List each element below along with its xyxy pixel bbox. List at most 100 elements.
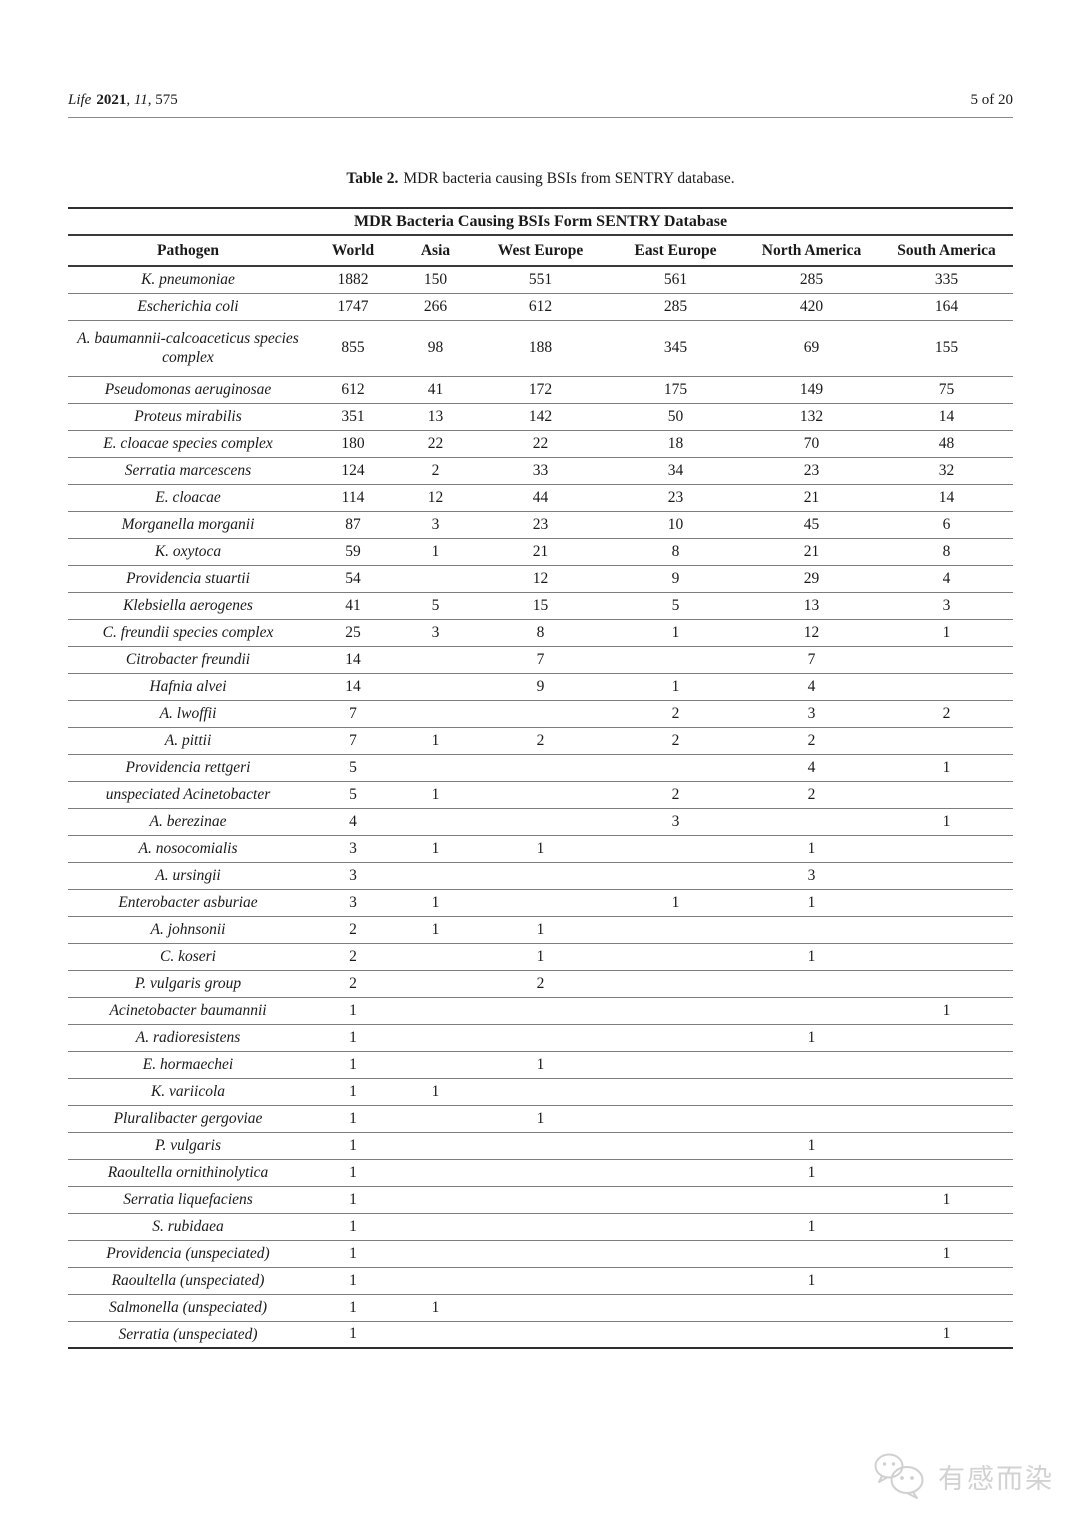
count-cell xyxy=(398,970,473,998)
count-cell xyxy=(743,1105,880,1133)
count-cell: 7 xyxy=(308,727,398,755)
count-cell xyxy=(473,754,608,782)
table-row: Morganella morganii 87 3 23 10 45 6 xyxy=(68,511,1014,539)
count-cell: 1 xyxy=(743,835,880,863)
table-row: A. pittii 7 1 2 2 2 xyxy=(68,727,1014,755)
count-cell xyxy=(608,1024,743,1052)
journal-sep: , xyxy=(147,92,156,108)
count-cell: 345 xyxy=(608,320,743,377)
count-cell xyxy=(473,1267,608,1295)
count-cell xyxy=(880,1132,1014,1160)
column-header-north-america: North America xyxy=(743,235,880,267)
count-cell: 3 xyxy=(743,862,880,890)
count-cell: 14 xyxy=(880,403,1014,431)
count-cell xyxy=(880,1294,1014,1322)
pathogen-cell: P. vulgaris xyxy=(68,1132,308,1160)
count-cell: 1 xyxy=(398,889,473,917)
column-header-row: Pathogen World Asia West Europe East Europe N… xyxy=(68,235,1014,267)
column-header-west-europe: West Europe xyxy=(473,235,608,267)
count-cell xyxy=(608,1294,743,1322)
header-rule xyxy=(68,117,1013,118)
count-cell xyxy=(880,1213,1014,1241)
count-cell: 1 xyxy=(743,1213,880,1241)
count-cell xyxy=(398,862,473,890)
count-cell: 1 xyxy=(608,889,743,917)
count-cell: 2 xyxy=(743,781,880,809)
count-cell: 132 xyxy=(743,403,880,431)
count-cell xyxy=(880,1159,1014,1187)
count-cell: 59 xyxy=(308,538,398,566)
table-row: Serratia (unspeciated) 1 1 xyxy=(68,1321,1013,1348)
pathogen-cell: E. cloacae species complex xyxy=(68,430,308,458)
count-cell xyxy=(473,808,608,836)
table-row: K. pneumoniae 1882 150 551 561 285 335 xyxy=(68,266,1014,294)
count-cell: 4 xyxy=(743,673,880,701)
count-cell: 1 xyxy=(308,1051,398,1079)
count-cell: 1 xyxy=(398,1078,473,1106)
count-cell: 21 xyxy=(473,538,608,566)
count-cell: 33 xyxy=(473,457,608,485)
count-cell: 2 xyxy=(398,457,473,485)
count-cell: 13 xyxy=(398,403,473,431)
count-cell xyxy=(880,1105,1014,1133)
count-cell: 21 xyxy=(743,538,880,566)
count-cell: 114 xyxy=(308,484,398,512)
pathogen-cell: A. nosocomialis xyxy=(68,835,308,863)
table-row: A. baumannii-calcoaceticus species compl… xyxy=(68,320,1014,377)
count-cell: 3 xyxy=(398,511,473,539)
count-cell: 1 xyxy=(398,727,473,755)
count-cell xyxy=(398,997,473,1025)
count-cell xyxy=(608,1213,743,1241)
count-cell: 3 xyxy=(308,862,398,890)
column-header-east-europe: East Europe xyxy=(608,235,743,267)
table-row: Enterobacter asburiae 3 1 1 1 xyxy=(68,889,1014,917)
count-cell: 3 xyxy=(743,700,880,728)
pathogen-cell: Serratia (unspeciated) xyxy=(118,1325,258,1343)
pathogen-cell: Hafnia alvei xyxy=(68,673,308,701)
count-cell: 285 xyxy=(743,266,880,294)
count-cell xyxy=(880,1024,1014,1052)
pathogen-cell: A. lwoffii xyxy=(68,700,308,728)
count-cell: 2 xyxy=(608,781,743,809)
count-cell: 98 xyxy=(398,320,473,377)
count-cell: 1 xyxy=(880,1240,1014,1268)
count-cell xyxy=(880,673,1014,701)
count-cell: 23 xyxy=(608,484,743,512)
count-cell xyxy=(743,1051,880,1079)
count-cell: 1 xyxy=(743,1132,880,1160)
count-cell: 1882 xyxy=(308,266,398,294)
table-row: Klebsiella aerogenes 41 5 15 5 13 3 xyxy=(68,592,1014,620)
count-cell: 1 xyxy=(308,1078,398,1106)
count-cell xyxy=(398,1132,473,1160)
count-cell xyxy=(608,916,743,944)
count-cell: 1 xyxy=(743,1159,880,1187)
count-cell xyxy=(398,1321,473,1348)
count-cell: 1 xyxy=(398,835,473,863)
pathogen-cell: K. oxytoca xyxy=(68,538,308,566)
count-cell xyxy=(880,862,1014,890)
count-cell: 41 xyxy=(398,376,473,404)
pathogen-cell: P. vulgaris group xyxy=(68,970,308,998)
count-cell xyxy=(473,1159,608,1187)
pathogen-cell: Acinetobacter baumannii xyxy=(68,997,308,1025)
table-row: unspeciated Acinetobacter 5 1 2 2 xyxy=(68,781,1014,809)
count-cell: 1 xyxy=(473,943,608,971)
pathogen-cell: Raoultella ornithinolytica xyxy=(68,1159,308,1187)
count-cell xyxy=(743,1186,880,1214)
count-cell: 1 xyxy=(608,619,743,647)
count-cell: 1 xyxy=(942,1325,951,1343)
count-cell: 2 xyxy=(743,727,880,755)
count-cell: 5 xyxy=(398,592,473,620)
count-cell: 4 xyxy=(880,565,1014,593)
count-cell: 14 xyxy=(308,673,398,701)
count-cell: 1 xyxy=(398,1294,473,1322)
count-cell: 2 xyxy=(473,970,608,998)
count-cell: 2 xyxy=(608,727,743,755)
count-cell: 1747 xyxy=(308,293,398,321)
count-cell: 172 xyxy=(473,376,608,404)
count-cell xyxy=(743,997,880,1025)
count-cell xyxy=(608,835,743,863)
count-cell: 5 xyxy=(308,781,398,809)
pathogen-cell: A. berezinae xyxy=(68,808,308,836)
running-head: Life 2021, 11, 575 5 of 20 xyxy=(68,92,1013,109)
